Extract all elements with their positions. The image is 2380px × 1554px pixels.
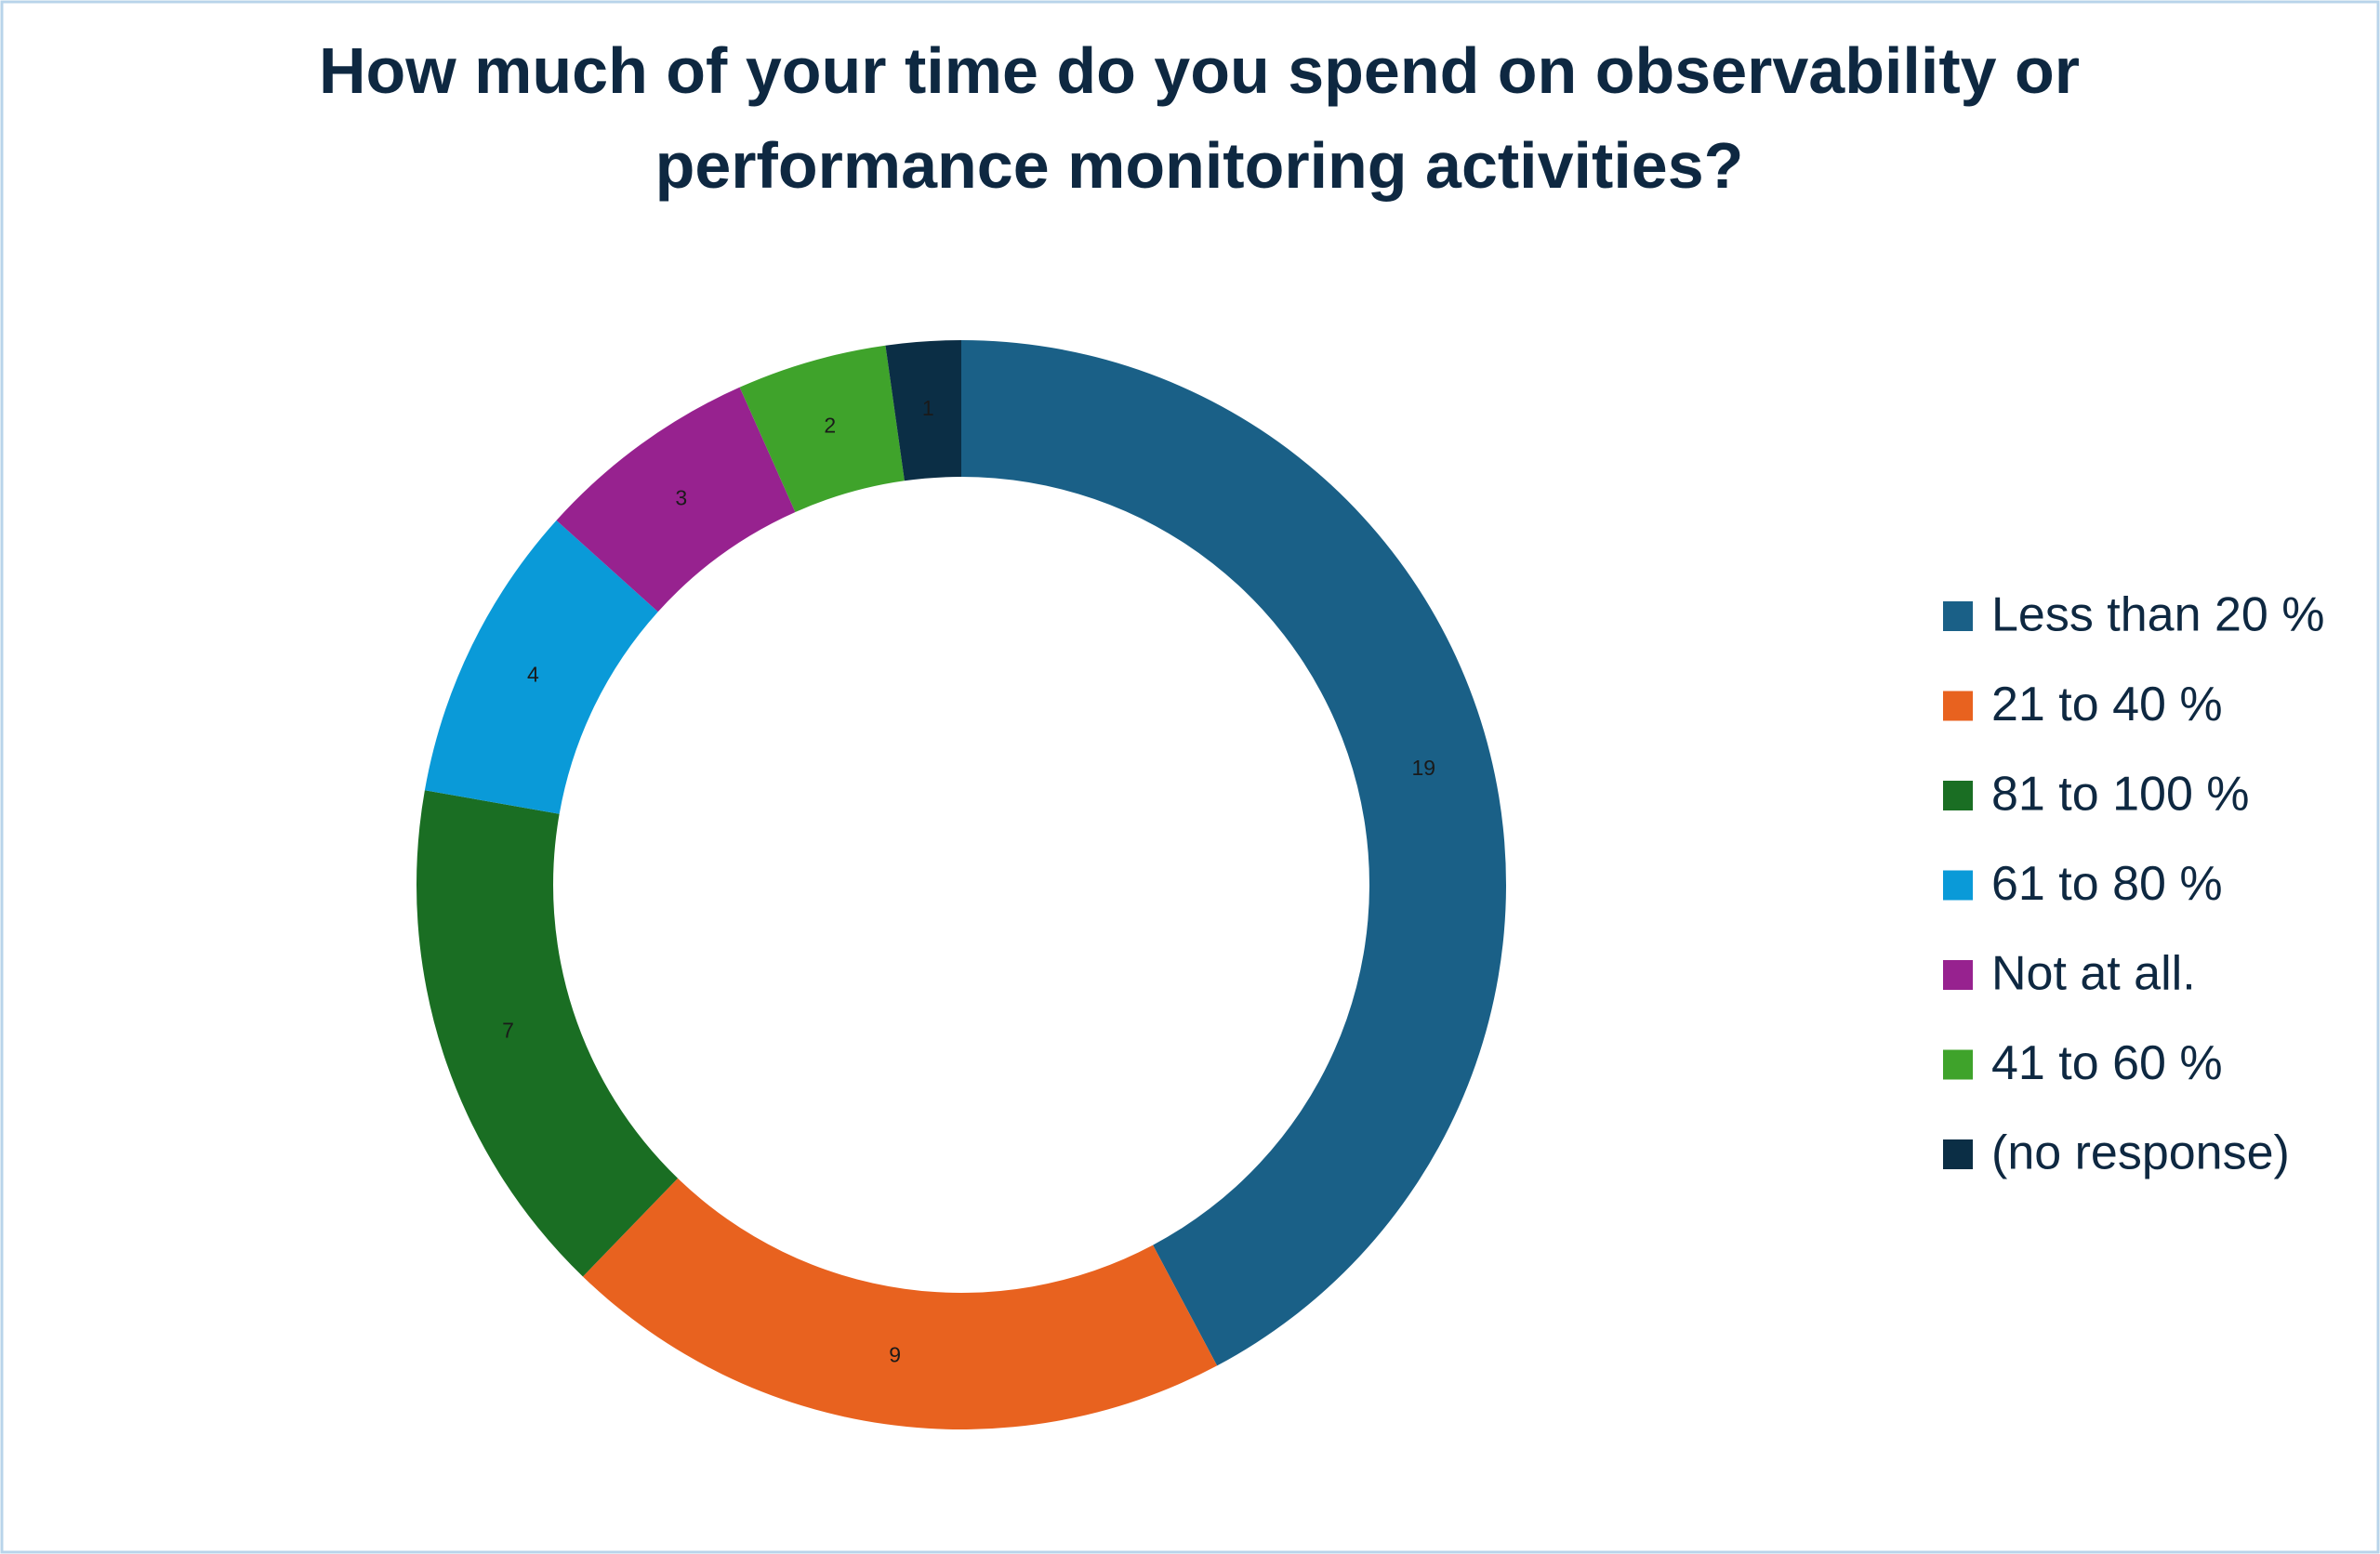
data-label: 1: [922, 396, 934, 420]
donut-segment: [961, 340, 1506, 1366]
legend-text: 41 to 60 %: [1991, 1036, 2223, 1090]
donut-segment: [582, 1178, 1218, 1429]
legend-text: 81 to 100 %: [1991, 768, 2250, 822]
legend-swatch: [1943, 691, 1973, 721]
legend-swatch: [1943, 1049, 1973, 1080]
legend-swatch: [1943, 781, 1973, 810]
legend-swatch: [1943, 960, 1973, 990]
donut-segment: [556, 387, 796, 612]
legend-text: Less than 20 %: [1991, 588, 2324, 642]
data-label: 2: [824, 413, 836, 437]
data-label: 3: [675, 485, 687, 509]
legend-text: 61 to 80 %: [1991, 857, 2223, 911]
data-label: 9: [889, 1343, 901, 1367]
legend-swatch: [1943, 870, 1973, 901]
data-label: 4: [527, 662, 539, 686]
donut-segment: [424, 520, 658, 814]
legend-text: 21 to 40 %: [1991, 678, 2223, 731]
legend-swatch: [1943, 1139, 1973, 1169]
chart-title: How much of your time do you spend on ob…: [319, 34, 2080, 202]
donut-segment: [416, 790, 679, 1277]
donut-segment: [885, 340, 961, 481]
legend-text: Not at all.: [1991, 947, 2196, 1001]
legend-text: (no response): [1991, 1126, 2290, 1180]
legend-swatch: [1943, 601, 1973, 631]
data-label: 19: [1411, 756, 1435, 780]
donut-segment: [739, 345, 905, 512]
data-label: 7: [502, 1018, 514, 1042]
